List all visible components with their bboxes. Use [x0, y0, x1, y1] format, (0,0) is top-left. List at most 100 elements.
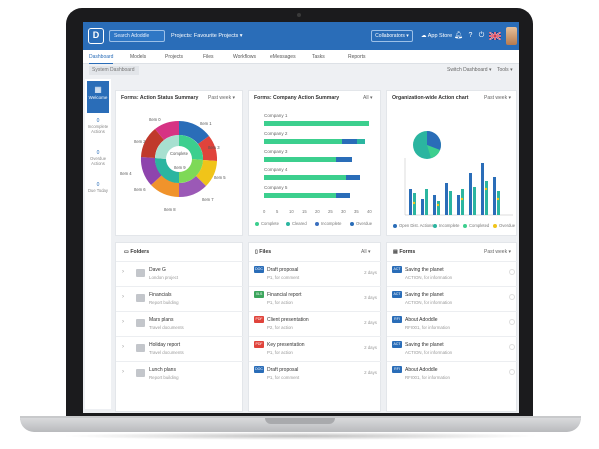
chart-bar[interactable] — [469, 173, 472, 215]
org-period-filter[interactable]: Past week ▾ — [484, 95, 511, 101]
company-bar[interactable] — [346, 175, 360, 180]
folder-row[interactable]: › Holiday report Travel documents — [116, 336, 244, 361]
chart-bar[interactable] — [433, 195, 436, 215]
company-bar[interactable] — [336, 157, 352, 162]
legend-item[interactable]: Incomplete — [315, 221, 341, 226]
overdue-marker[interactable] — [460, 197, 464, 201]
ring-segment[interactable] — [141, 129, 164, 158]
legend-item[interactable]: Overdue — [493, 223, 515, 228]
company-bar[interactable] — [336, 193, 350, 198]
legend-item[interactable]: Overdue — [350, 221, 372, 226]
tab-dashboard[interactable]: Dashboard — [89, 50, 114, 64]
file-row[interactable]: DOC Draft proposal P1, for comment 2 days — [249, 261, 382, 286]
company-bar[interactable] — [264, 157, 336, 162]
file-row[interactable]: DOC Draft proposal P1, for comment 2 days — [249, 361, 382, 386]
status-circle-icon[interactable] — [509, 319, 515, 325]
welcome-tile[interactable]: ▦ Welcome — [87, 81, 109, 113]
form-row[interactable]: RFI About Adoddle RFI001, for information — [387, 311, 518, 336]
chart-bar[interactable] — [449, 191, 452, 215]
user-avatar[interactable] — [506, 27, 517, 45]
help-icon[interactable]: ? — [468, 32, 473, 39]
tools-dropdown[interactable]: Tools ▾ — [497, 67, 513, 73]
company-bar[interactable] — [264, 175, 346, 180]
tab-workflows[interactable]: Workflows — [233, 54, 256, 60]
collaborators-button[interactable]: Collaborators ▾ — [371, 30, 413, 42]
folder-row[interactable]: › Lunch plans Report building — [116, 361, 244, 386]
tab-tasks[interactable]: Tasks — [312, 54, 325, 60]
ring-segment[interactable] — [154, 158, 179, 184]
chart-bar[interactable] — [473, 187, 476, 215]
file-row[interactable]: XLS Financial report P1, for action 3 days — [249, 286, 382, 311]
incomplete-actions-stat[interactable]: 0 Incomplete Actions — [85, 119, 111, 135]
app-store-button[interactable]: ☁ App Store — [421, 31, 452, 41]
chart-bar[interactable] — [457, 195, 460, 215]
company-bar[interactable] — [264, 121, 369, 126]
status-circle-icon[interactable] — [509, 369, 515, 375]
projects-selector[interactable]: Projects: Favourite Projects ▾ — [171, 31, 243, 41]
status-circle-icon[interactable] — [509, 294, 515, 300]
status-circle-icon[interactable] — [509, 269, 515, 275]
overdue-marker[interactable] — [436, 203, 440, 207]
file-row[interactable]: PDF Key presentation P1, for action 2 days — [249, 336, 382, 361]
chart-bar[interactable] — [485, 181, 488, 215]
search-input[interactable]: Search Adoddle — [109, 30, 165, 42]
power-icon[interactable]: ⏻ — [478, 32, 485, 39]
chart-bar[interactable] — [425, 189, 428, 215]
legend-item[interactable]: Complete — [255, 221, 279, 226]
bell-icon[interactable]: 🔔︎ — [454, 32, 463, 39]
form-row[interactable]: ACT Saving the planet ACTION, for informat… — [387, 261, 518, 286]
ring-segment[interactable] — [179, 134, 204, 160]
pie-slice[interactable] — [427, 131, 441, 150]
ring-segment[interactable] — [179, 159, 203, 183]
ring-segment[interactable] — [196, 160, 217, 186]
form-row[interactable]: ACT Saving the planet ACTION, for informat… — [387, 336, 518, 361]
chart-bar[interactable] — [437, 201, 440, 215]
tab-models[interactable]: Models — [130, 54, 147, 60]
ring-segment[interactable] — [151, 175, 179, 198]
chart-bar[interactable] — [481, 163, 484, 215]
form-row[interactable]: ACT Saving the planet ACTION, for informat… — [387, 286, 518, 311]
uk-flag-icon[interactable] — [489, 32, 501, 40]
company-bar[interactable] — [357, 139, 365, 144]
tab-projects[interactable]: Projects — [165, 54, 184, 60]
pie-slice[interactable] — [427, 145, 440, 158]
legend-item[interactable]: Incomplete — [433, 223, 459, 228]
legend-item[interactable]: Open Dist. Actions — [393, 223, 433, 228]
ring-segment[interactable] — [179, 176, 206, 198]
due-today-stat[interactable]: 0 Due Today — [85, 183, 111, 194]
folder-row[interactable]: › Financials Report building — [116, 286, 244, 311]
overdue-actions-stat[interactable]: 0 Overdue Actions — [85, 151, 111, 167]
legend-item[interactable]: Completed — [463, 223, 489, 228]
company-bar[interactable] — [264, 193, 336, 198]
forms-filter[interactable]: Past week ▾ — [484, 249, 511, 255]
ring-segment[interactable] — [155, 134, 179, 159]
ring-segment[interactable] — [155, 120, 179, 140]
ring-segment[interactable] — [198, 136, 218, 161]
company-filter[interactable]: All ▾ — [363, 95, 373, 101]
ring-segment[interactable] — [179, 121, 209, 144]
folder-row[interactable]: › Mars plans Travel documents — [116, 311, 244, 336]
company-bar[interactable] — [342, 139, 357, 144]
overdue-marker[interactable] — [496, 197, 500, 201]
chart-bar[interactable] — [461, 189, 464, 215]
tab-files[interactable]: Files — [203, 54, 214, 60]
folder-row[interactable]: › Dave G London project — [116, 261, 244, 286]
company-bar[interactable] — [264, 139, 342, 144]
tab-emessages[interactable]: eMessages — [270, 54, 296, 60]
file-row[interactable]: PDF Client presentation P2, for action 2 da… — [249, 311, 382, 336]
files-filter[interactable]: All ▾ — [361, 249, 371, 255]
chart-bar[interactable] — [409, 189, 412, 215]
switch-dashboard-dropdown[interactable]: Switch Dashboard ▾ — [447, 67, 492, 73]
ring-segment[interactable] — [140, 157, 162, 185]
overdue-marker[interactable] — [412, 201, 416, 205]
tab-reports[interactable]: Reports — [348, 54, 366, 60]
period-filter[interactable]: Past week ▾ — [208, 95, 235, 101]
app-logo[interactable]: D — [88, 28, 104, 44]
chart-bar[interactable] — [421, 199, 424, 215]
status-circle-icon[interactable] — [509, 344, 515, 350]
overdue-marker[interactable] — [484, 187, 488, 191]
form-row[interactable]: RFI About Adoddle RFI001, for information — [387, 361, 518, 386]
chart-bar[interactable] — [497, 191, 500, 215]
chart-bar[interactable] — [493, 177, 496, 215]
chart-bar[interactable] — [445, 183, 448, 215]
